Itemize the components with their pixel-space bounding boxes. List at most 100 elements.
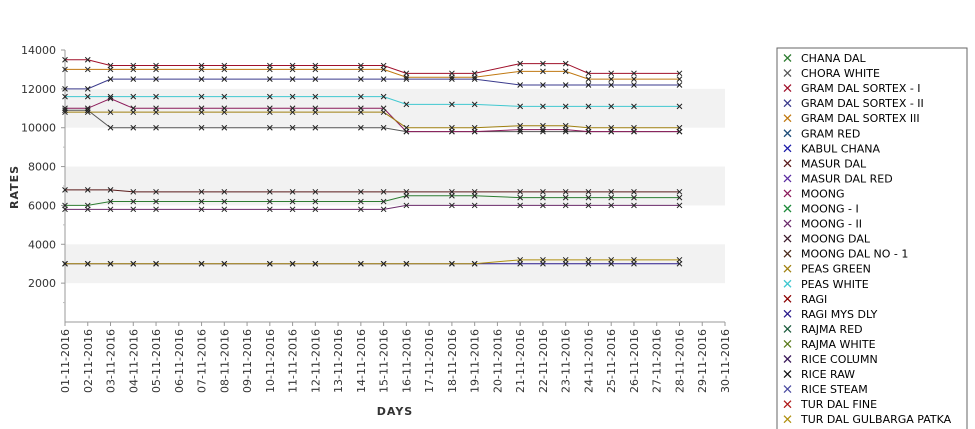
data-point — [403, 76, 410, 82]
data-point — [585, 103, 592, 110]
legend-label: GRAM DAL SORTEX - II — [801, 97, 924, 110]
legend-label: GRAM RED — [801, 127, 860, 140]
data-point — [289, 66, 296, 73]
data-point — [107, 198, 114, 205]
data-point — [130, 66, 137, 73]
data-point — [153, 93, 159, 100]
data-point — [403, 124, 410, 131]
data-point — [631, 82, 637, 88]
data-point — [153, 109, 159, 116]
data-point — [358, 109, 364, 116]
data-point — [608, 103, 615, 110]
legend-label: RAJMA WHITE — [801, 338, 876, 351]
x-tick-label: 19-11-2016 — [469, 329, 482, 393]
legend-marker-icon — [783, 370, 792, 379]
legend-label: TUR DAL FINE — [800, 398, 877, 411]
data-point — [84, 86, 91, 92]
legend-item: RAGI — [783, 293, 827, 306]
legend-item: PEAS WHITE — [783, 278, 869, 291]
legend-marker-icon — [783, 189, 792, 198]
x-tick-label: 10-11-2016 — [264, 329, 277, 393]
legend-marker-icon — [783, 249, 792, 258]
data-point — [676, 82, 683, 88]
x-tick-label: 28-11-2016 — [673, 329, 686, 393]
data-point — [562, 194, 569, 201]
series-line — [65, 96, 680, 107]
data-point — [153, 124, 159, 131]
data-point — [62, 66, 68, 73]
data-point — [62, 260, 68, 267]
data-point — [221, 198, 228, 205]
data-point — [221, 260, 228, 267]
data-point — [676, 103, 683, 110]
legend-marker-icon — [783, 324, 792, 333]
data-point — [107, 109, 114, 116]
x-tick-label: 18-11-2016 — [446, 329, 459, 393]
data-point — [84, 260, 91, 267]
data-point — [540, 256, 546, 263]
legend-label: MOONG — [801, 187, 845, 200]
data-point — [585, 202, 592, 209]
legend-item: CHANA DAL — [783, 52, 867, 65]
data-point — [562, 256, 569, 263]
legend-marker-icon — [783, 99, 792, 108]
legend-marker-icon — [783, 415, 792, 424]
data-point — [130, 76, 137, 82]
legend-label: MASUR DAL — [801, 157, 867, 170]
data-point — [631, 76, 637, 82]
legend-label: CHANA DAL — [801, 52, 867, 65]
legend-item: GRAM DAL SORTEX - II — [783, 97, 924, 110]
data-point — [266, 76, 273, 82]
series-lines — [65, 59, 680, 265]
x-tick-label: 27-11-2016 — [651, 329, 664, 393]
data-point — [676, 256, 683, 263]
data-point — [562, 103, 569, 110]
data-point — [585, 256, 592, 263]
data-point — [471, 101, 478, 108]
legend-label: GRAM DAL SORTEX - I — [801, 82, 921, 95]
x-tick-label: 29-11-2016 — [696, 329, 709, 393]
legend-item: RAGI MYS DLY — [783, 308, 878, 321]
data-point — [266, 109, 273, 116]
legend-marker-icon — [783, 69, 792, 78]
data-point — [585, 124, 592, 131]
data-point — [380, 76, 387, 82]
legend-item: RAJMA WHITE — [783, 338, 876, 351]
data-point — [130, 109, 137, 116]
legend-label: RAJMA RED — [801, 323, 863, 336]
data-point — [608, 202, 615, 209]
data-point — [130, 260, 137, 267]
x-tick-label: 08-11-2016 — [218, 329, 231, 393]
legend-label: RAGI — [801, 293, 827, 306]
x-tick-label: 02-11-2016 — [82, 329, 95, 393]
data-point — [517, 188, 524, 195]
data-point — [403, 188, 410, 195]
y-tick-label: 6000 — [28, 199, 56, 212]
data-point — [358, 260, 364, 267]
data-point — [631, 202, 637, 209]
data-point — [676, 188, 683, 195]
data-point — [312, 76, 319, 82]
data-point — [540, 82, 546, 88]
data-point — [562, 122, 569, 129]
series-line — [65, 59, 680, 74]
data-point — [631, 194, 637, 201]
data-point — [608, 256, 615, 263]
data-point — [221, 188, 228, 195]
data-point — [221, 93, 228, 100]
data-point — [266, 260, 273, 267]
data-point — [517, 202, 524, 209]
y-tick-label: 4000 — [28, 238, 56, 251]
legend-marker-icon — [783, 159, 792, 168]
x-tick-label: 05-11-2016 — [150, 329, 163, 393]
data-point — [198, 109, 205, 116]
data-point — [62, 56, 68, 63]
data-point — [380, 260, 387, 267]
data-point — [107, 95, 114, 102]
data-point — [289, 260, 296, 267]
data-point — [84, 107, 91, 114]
legend-label: RICE RAW — [801, 368, 855, 381]
data-point — [289, 109, 296, 116]
data-point — [198, 188, 205, 195]
data-point — [62, 109, 68, 116]
